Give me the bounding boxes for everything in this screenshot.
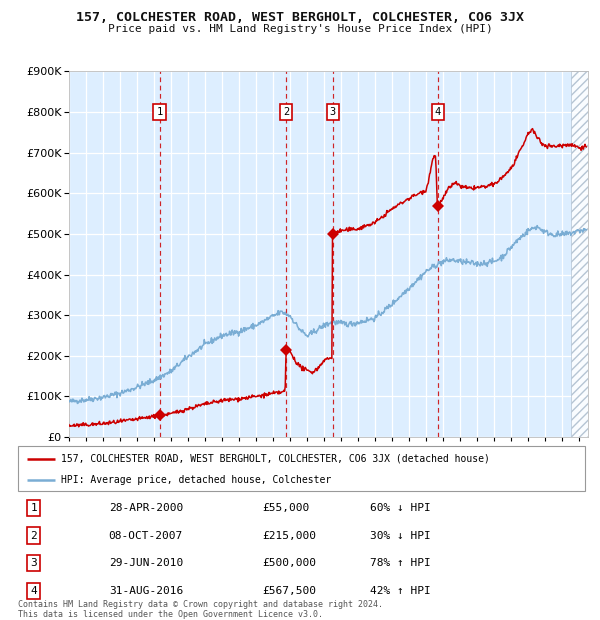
Text: 2: 2 [283, 107, 289, 117]
Text: 157, COLCHESTER ROAD, WEST BERGHOLT, COLCHESTER, CO6 3JX (detached house): 157, COLCHESTER ROAD, WEST BERGHOLT, COL… [61, 454, 490, 464]
Text: £55,000: £55,000 [262, 503, 309, 513]
Text: £567,500: £567,500 [262, 586, 316, 596]
Text: 29-JUN-2010: 29-JUN-2010 [109, 558, 183, 568]
Text: 1: 1 [31, 503, 37, 513]
Text: 4: 4 [434, 107, 441, 117]
Text: £500,000: £500,000 [262, 558, 316, 568]
Text: 1: 1 [157, 107, 163, 117]
Text: £215,000: £215,000 [262, 531, 316, 541]
Text: 2: 2 [31, 531, 37, 541]
Text: 28-APR-2000: 28-APR-2000 [109, 503, 183, 513]
Bar [571, 71, 600, 437]
FancyBboxPatch shape [18, 446, 585, 491]
Text: 3: 3 [329, 107, 336, 117]
Text: 42% ↑ HPI: 42% ↑ HPI [370, 586, 430, 596]
Text: Price paid vs. HM Land Registry's House Price Index (HPI): Price paid vs. HM Land Registry's House … [107, 24, 493, 33]
Text: Contains HM Land Registry data © Crown copyright and database right 2024.
This d: Contains HM Land Registry data © Crown c… [18, 600, 383, 619]
Text: 31-AUG-2016: 31-AUG-2016 [109, 586, 183, 596]
Text: 08-OCT-2007: 08-OCT-2007 [109, 531, 183, 541]
Text: 157, COLCHESTER ROAD, WEST BERGHOLT, COLCHESTER, CO6 3JX: 157, COLCHESTER ROAD, WEST BERGHOLT, COL… [76, 11, 524, 24]
Text: 4: 4 [31, 586, 37, 596]
Text: 60% ↓ HPI: 60% ↓ HPI [370, 503, 430, 513]
Text: 30% ↓ HPI: 30% ↓ HPI [370, 531, 430, 541]
Text: 78% ↑ HPI: 78% ↑ HPI [370, 558, 430, 568]
Text: HPI: Average price, detached house, Colchester: HPI: Average price, detached house, Colc… [61, 475, 331, 485]
Text: 3: 3 [31, 558, 37, 568]
